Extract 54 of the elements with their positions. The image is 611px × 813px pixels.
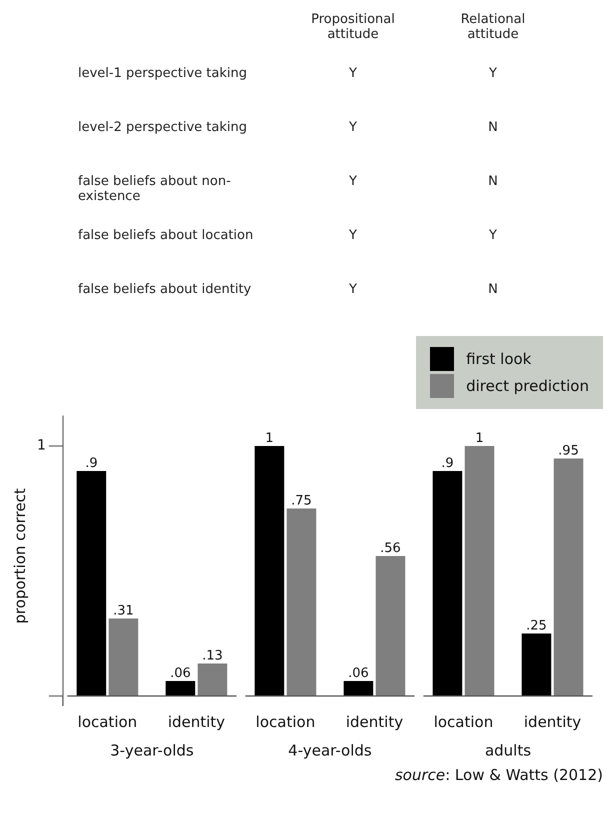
y-axis-title: proportion correct (10, 488, 29, 624)
text: N (487, 174, 499, 189)
bar (344, 681, 374, 696)
legend-label: direct prediction (466, 377, 589, 395)
data-label: .75 (291, 493, 312, 508)
bar (198, 664, 228, 696)
text: level-2 perspective taking (78, 120, 248, 135)
bar (376, 556, 406, 696)
data-label: .13 (202, 648, 223, 664)
data-label: .95 (558, 443, 579, 458)
text: false beliefs about non-existence (78, 174, 232, 204)
text: adults (484, 741, 532, 760)
x-tick-label: location (78, 712, 138, 731)
x-tick-label: location (434, 712, 494, 731)
text: Y (348, 282, 358, 297)
text: Relational attitude (460, 12, 526, 42)
text: Y (488, 66, 498, 81)
source-note: source: Low & Watts (2012) (394, 766, 603, 784)
data-label: 1 (475, 430, 484, 446)
text: level-1 perspective taking (78, 66, 248, 81)
text: 3-year-olds (110, 741, 194, 760)
data-label: .31 (113, 603, 134, 618)
x-tick-label: identity (524, 712, 582, 731)
bar (108, 618, 138, 696)
text: Y (348, 120, 358, 135)
data-label: .56 (380, 540, 401, 556)
text: N (487, 282, 499, 297)
data-label: .25 (526, 618, 547, 634)
text: Y (348, 66, 358, 81)
data-label: .06 (348, 666, 369, 681)
x-tick-label: identity (168, 712, 226, 731)
bar (166, 681, 196, 696)
text: Y (488, 228, 498, 243)
text: 4-year-olds (288, 741, 372, 760)
x-tick-label: identity (346, 712, 404, 731)
text: Y (348, 174, 358, 189)
data-label: .9 (441, 456, 454, 471)
bar (464, 446, 494, 696)
text: Propositional attitude (310, 12, 396, 42)
bar (76, 471, 106, 696)
data-label: .06 (170, 666, 191, 681)
bar (432, 471, 462, 696)
data-label: 1 (265, 430, 274, 446)
bar (254, 446, 284, 696)
bar (286, 508, 316, 696)
bar (522, 634, 552, 696)
x-tick-label: location (256, 712, 316, 731)
text: false beliefs about identity (78, 282, 252, 297)
legend-label: first look (466, 350, 532, 368)
data-label: .9 (85, 456, 98, 471)
text: N (487, 120, 499, 135)
text: false beliefs about location (78, 228, 254, 243)
bar (554, 458, 584, 696)
text: Y (348, 228, 358, 243)
